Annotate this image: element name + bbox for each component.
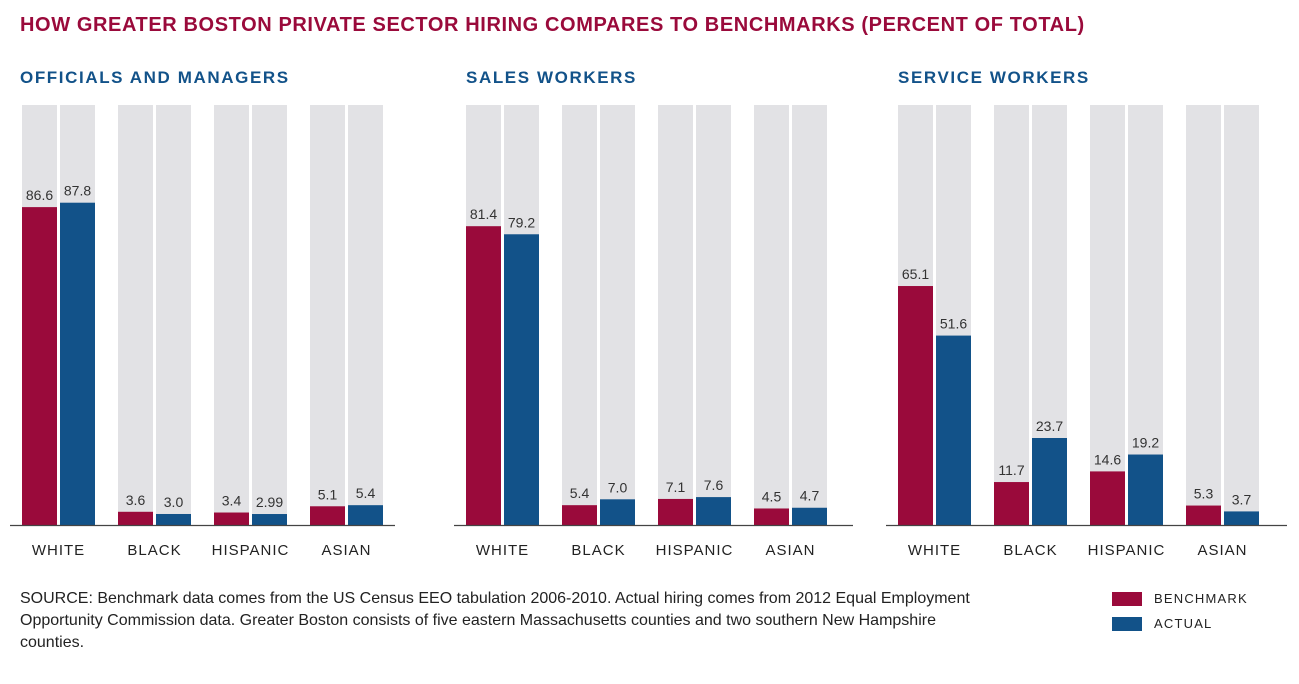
officials-and-managers-value-label-black-benchmark: 3.6: [126, 492, 146, 508]
sales-workers-bg-bar-asian-0: [754, 105, 789, 525]
service-workers-bar-hispanic-actual: [1128, 454, 1163, 525]
officials-and-managers-value-label-hispanic-benchmark: 3.4: [222, 493, 242, 509]
service-workers-bar-asian-actual: [1224, 511, 1259, 525]
officials-and-managers-category-label-hispanic: HISPANIC: [212, 542, 290, 559]
sales-workers-value-label-asian-actual: 4.7: [800, 488, 820, 504]
officials-and-managers-bg-bar-hispanic-1: [252, 105, 287, 525]
service-workers-bg-bar-asian-0: [1186, 105, 1221, 525]
service-workers-category-label-white: WHITE: [908, 542, 961, 559]
officials-and-managers-category-label-asian: ASIAN: [321, 542, 371, 559]
legend-label-benchmark: BENCHMARK: [1154, 591, 1248, 606]
legend-label-actual: ACTUAL: [1154, 616, 1213, 631]
officials-and-managers-bar-white-benchmark: [22, 207, 57, 526]
sales-workers-value-label-black-actual: 7.0: [608, 479, 628, 495]
officials-and-managers-value-label-hispanic-actual: 2.99: [256, 494, 283, 510]
officials-and-managers-bg-bar-asian-1: [348, 105, 383, 525]
officials-and-managers-bar-white-actual: [60, 202, 95, 525]
service-workers-bar-hispanic-benchmark: [1090, 471, 1125, 525]
officials-and-managers-bg-bar-hispanic-0: [214, 105, 249, 525]
officials-and-managers-bar-hispanic-actual: [252, 514, 287, 525]
officials-and-managers-value-label-black-actual: 3.0: [164, 494, 184, 510]
service-workers-category-label-asian: ASIAN: [1197, 542, 1247, 559]
service-workers-bg-bar-asian-1: [1224, 105, 1259, 525]
legend-swatch-benchmark: [1112, 591, 1142, 606]
officials-and-managers-value-label-white-actual: 87.8: [64, 183, 91, 199]
service-workers-value-label-hispanic-actual: 19.2: [1132, 435, 1159, 451]
service-workers-value-label-white-benchmark: 65.1: [902, 266, 929, 282]
service-workers-bar-black-benchmark: [994, 482, 1029, 525]
officials-and-managers-bar-asian-benchmark: [310, 506, 345, 525]
sales-workers-category-label-black: BLACK: [571, 542, 625, 559]
panel-title-sales-workers: SALES WORKERS: [466, 68, 637, 87]
service-workers-value-label-asian-actual: 3.7: [1232, 491, 1252, 507]
service-workers-category-label-black: BLACK: [1003, 542, 1057, 559]
service-workers-bar-white-actual: [936, 335, 971, 525]
service-workers-value-label-white-actual: 51.6: [940, 316, 967, 332]
panel-title-service-workers: SERVICE WORKERS: [898, 68, 1090, 87]
sales-workers-bg-bar-black-1: [600, 105, 635, 525]
sales-workers-bar-white-benchmark: [466, 226, 501, 525]
sales-workers-bar-asian-benchmark: [754, 508, 789, 525]
chart-main-title: HOW GREATER BOSTON PRIVATE SECTOR HIRING…: [20, 14, 1085, 36]
officials-and-managers-bar-black-benchmark: [118, 511, 153, 525]
sales-workers-bar-hispanic-benchmark: [658, 498, 693, 525]
officials-and-managers-value-label-white-benchmark: 86.6: [26, 187, 53, 203]
officials-and-managers-bar-black-actual: [156, 513, 191, 525]
sales-workers-bg-bar-black-0: [562, 105, 597, 525]
sales-workers-bar-white-actual: [504, 234, 539, 525]
officials-and-managers-value-label-asian-actual: 5.4: [356, 485, 376, 501]
service-workers-bar-black-actual: [1032, 438, 1067, 525]
sales-workers-bg-bar-asian-1: [792, 105, 827, 525]
sales-workers-value-label-white-actual: 79.2: [508, 214, 535, 230]
sales-workers-value-label-hispanic-benchmark: 7.1: [666, 479, 686, 495]
sales-workers-value-label-hispanic-actual: 7.6: [704, 477, 724, 493]
sales-workers-category-label-white: WHITE: [476, 542, 529, 559]
sales-workers-category-label-hispanic: HISPANIC: [656, 542, 734, 559]
service-workers-bg-bar-hispanic-0: [1090, 105, 1125, 525]
sales-workers-bg-bar-hispanic-1: [696, 105, 731, 525]
legend-item-benchmark: BENCHMARK: [1112, 586, 1248, 611]
service-workers-value-label-black-actual: 23.7: [1036, 418, 1063, 434]
sales-workers-value-label-asian-benchmark: 4.5: [762, 488, 782, 504]
officials-and-managers-bg-bar-asian-0: [310, 105, 345, 525]
officials-and-managers-bg-bar-black-0: [118, 105, 153, 525]
sales-workers-value-label-white-benchmark: 81.4: [470, 206, 497, 222]
legend-swatch-actual: [1112, 616, 1142, 631]
service-workers-bar-asian-benchmark: [1186, 505, 1221, 525]
service-workers-bg-bar-black-0: [994, 105, 1029, 525]
officials-and-managers-category-label-white: WHITE: [32, 542, 85, 559]
officials-and-managers-bar-asian-actual: [348, 505, 383, 525]
source-note: SOURCE: Benchmark data comes from the US…: [20, 590, 970, 651]
sales-workers-bar-black-actual: [600, 499, 635, 525]
sales-workers-category-label-asian: ASIAN: [765, 542, 815, 559]
officials-and-managers-category-label-black: BLACK: [127, 542, 181, 559]
officials-and-managers-bar-hispanic-benchmark: [214, 512, 249, 525]
legend-item-actual: ACTUAL: [1112, 611, 1248, 636]
officials-and-managers-value-label-asian-benchmark: 5.1: [318, 486, 338, 502]
service-workers-value-label-black-benchmark: 11.7: [998, 462, 1024, 478]
sales-workers-bar-black-benchmark: [562, 505, 597, 525]
sales-workers-value-label-black-benchmark: 5.4: [570, 485, 590, 501]
officials-and-managers-bg-bar-black-1: [156, 105, 191, 525]
legend: BENCHMARK ACTUAL: [1112, 586, 1248, 636]
sales-workers-bar-hispanic-actual: [696, 497, 731, 525]
service-workers-value-label-hispanic-benchmark: 14.6: [1094, 451, 1121, 467]
sales-workers-bar-asian-actual: [792, 507, 827, 525]
sales-workers-bg-bar-hispanic-0: [658, 105, 693, 525]
panel-title-officials-managers: OFFICIALS AND MANAGERS: [20, 68, 290, 87]
service-workers-bar-white-benchmark: [898, 286, 933, 525]
service-workers-value-label-asian-benchmark: 5.3: [1194, 486, 1214, 502]
service-workers-category-label-hispanic: HISPANIC: [1088, 542, 1166, 559]
